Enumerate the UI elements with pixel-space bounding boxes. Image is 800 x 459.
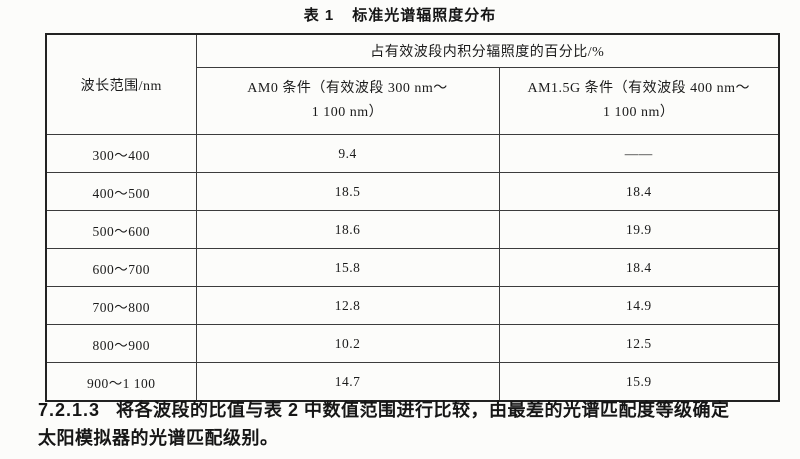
- am0-value-cell: 18.6: [195, 210, 500, 249]
- am0-value-cell: 12.8: [195, 286, 500, 325]
- table-row: 800～900 10.2 12.5: [45, 324, 780, 363]
- am15g-value-cell: 15.9: [498, 362, 780, 402]
- am15g-header-line1: AM1.5G 条件（有效波段 400 nm～: [527, 81, 751, 96]
- am15g-value-cell: 18.4: [498, 172, 780, 211]
- percent-irradiance-header: 占有效波段内积分辐照度的百分比/%: [195, 33, 780, 68]
- am0-value-cell: 15.8: [195, 248, 500, 287]
- wavelength-range-cell: 800～900: [45, 324, 197, 363]
- table-row: 300～400 9.4 ——: [45, 134, 780, 173]
- clause-text-line2: 太阳模拟器的光谱匹配级别。: [38, 428, 279, 448]
- table-row: 700～800 12.8 14.9: [45, 286, 780, 325]
- am15g-value-cell: 12.5: [498, 324, 780, 363]
- table-row: 400～500 18.5 18.4: [45, 172, 780, 211]
- am15g-header-line2: 1 100 nm）: [603, 105, 675, 120]
- wavelength-range-header: 波长范围/nm: [45, 33, 197, 135]
- table-header-row-sub: AM0 条件（有效波段 300 nm～ 1 100 nm） AM1.5G 条件（…: [46, 67, 780, 135]
- wavelength-range-cell: 700～800: [45, 286, 197, 325]
- table-caption-label: 表 1: [303, 7, 335, 24]
- table-row: 500～600 18.6 19.9: [45, 210, 780, 249]
- am0-header-line2: 1 100 nm）: [311, 105, 384, 120]
- am15g-value-cell: 14.9: [498, 286, 780, 325]
- clause-paragraph: 7.2.1.3 将各波段的比值与表 2 中数值范围进行比较，由最差的光谱匹配度等级…: [38, 396, 784, 452]
- am15g-value-cell: ——: [498, 134, 780, 173]
- wavelength-range-cell: 600～700: [45, 248, 197, 287]
- wavelength-range-cell: 400～500: [45, 172, 197, 211]
- am0-value-cell: 10.2: [195, 324, 500, 363]
- table-header-row-top: 波长范围/nm 占有效波段内积分辐照度的百分比/%: [45, 33, 780, 135]
- am0-value-cell: 18.5: [195, 172, 500, 211]
- am0-value-cell: 9.4: [195, 134, 500, 173]
- spectral-irradiance-table: 波长范围/nm 占有效波段内积分辐照度的百分比/% AM0 条件（有效波段 30…: [45, 33, 780, 402]
- am0-header-line1: AM0 条件（有效波段 300 nm～: [247, 81, 448, 96]
- am0-condition-header: AM0 条件（有效波段 300 nm～ 1 100 nm）: [195, 67, 500, 135]
- table-row: 900～1 100 14.7 15.9: [45, 362, 780, 402]
- am15g-value-cell: 18.4: [498, 248, 780, 287]
- table-row: 600～700 15.8 18.4: [45, 248, 780, 287]
- clause-number: 7.2.1.3: [38, 400, 101, 420]
- am15g-condition-header: AM1.5G 条件（有效波段 400 nm～ 1 100 nm）: [498, 67, 780, 135]
- wavelength-range-cell: 900～1 100: [45, 362, 197, 402]
- wavelength-range-cell: 500～600: [45, 210, 197, 249]
- am15g-value-cell: 19.9: [498, 210, 780, 249]
- am0-value-cell: 14.7: [195, 362, 500, 402]
- clause-text-line1: 将各波段的比值与表 2 中数值范围进行比较，由最差的光谱匹配度等级确定: [116, 400, 730, 420]
- wavelength-range-cell: 300～400: [45, 134, 197, 173]
- table-caption-title: 标准光谱辐照度分布: [352, 7, 497, 24]
- table-caption: 表 1 标准光谱辐照度分布: [0, 4, 800, 25]
